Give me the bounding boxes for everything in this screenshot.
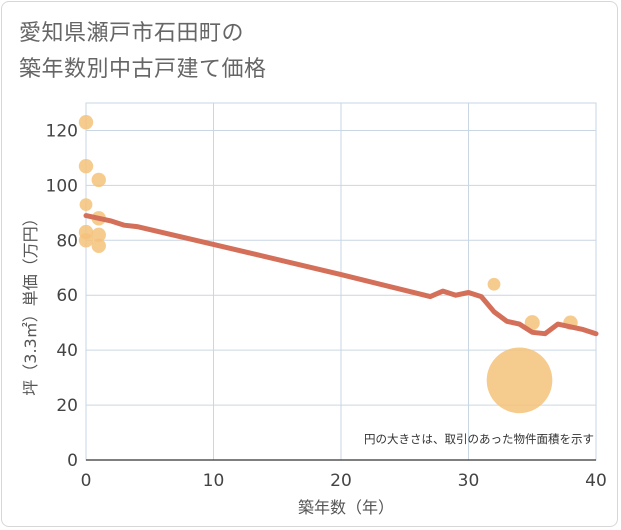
data-point — [91, 227, 106, 243]
chart-title: 愛知県瀬戸市石田町の 築年数別中古戸建て価格 — [19, 16, 519, 88]
x-tick-label: 0 — [81, 471, 92, 491]
x-tick-label: 30 — [458, 471, 480, 491]
y-axis-label: 坪（3.3㎡）単価（万円） — [21, 210, 40, 395]
data-point — [78, 115, 94, 130]
y-tick-label: 40 — [56, 341, 78, 361]
chart-title-line-1: 愛知県瀬戸市石田町の — [19, 21, 245, 46]
data-point — [78, 233, 94, 248]
x-tick-label: 10 — [203, 471, 225, 491]
data-point — [486, 347, 553, 414]
x-tick-label: 20 — [330, 471, 352, 491]
x-tick-label: 40 — [585, 471, 607, 491]
data-point — [487, 277, 501, 291]
y-tick-label: 120 — [46, 121, 78, 141]
data-point — [79, 198, 93, 212]
y-tick-label: 0 — [67, 451, 78, 471]
y-tick-label: 20 — [56, 396, 78, 416]
chart-title-line-2: 築年数別中古戸建て価格 — [19, 57, 267, 82]
size-annotation: 円の大きさは、取引のあった物件面積を示す — [364, 432, 594, 446]
trend-line — [83, 213, 599, 337]
data-point — [524, 315, 540, 331]
data-points — [78, 115, 578, 414]
x-axis-label: 築年数（年） — [298, 498, 394, 517]
y-tick-label: 60 — [56, 286, 78, 306]
data-point — [91, 238, 106, 253]
data-point — [91, 172, 106, 188]
y-tick-label: 100 — [46, 176, 78, 196]
y-tick-label: 80 — [56, 231, 78, 251]
data-point — [78, 158, 94, 174]
tick-labels: 0 20 40 60 80 100 120 0 10 20 30 40 — [46, 121, 607, 491]
